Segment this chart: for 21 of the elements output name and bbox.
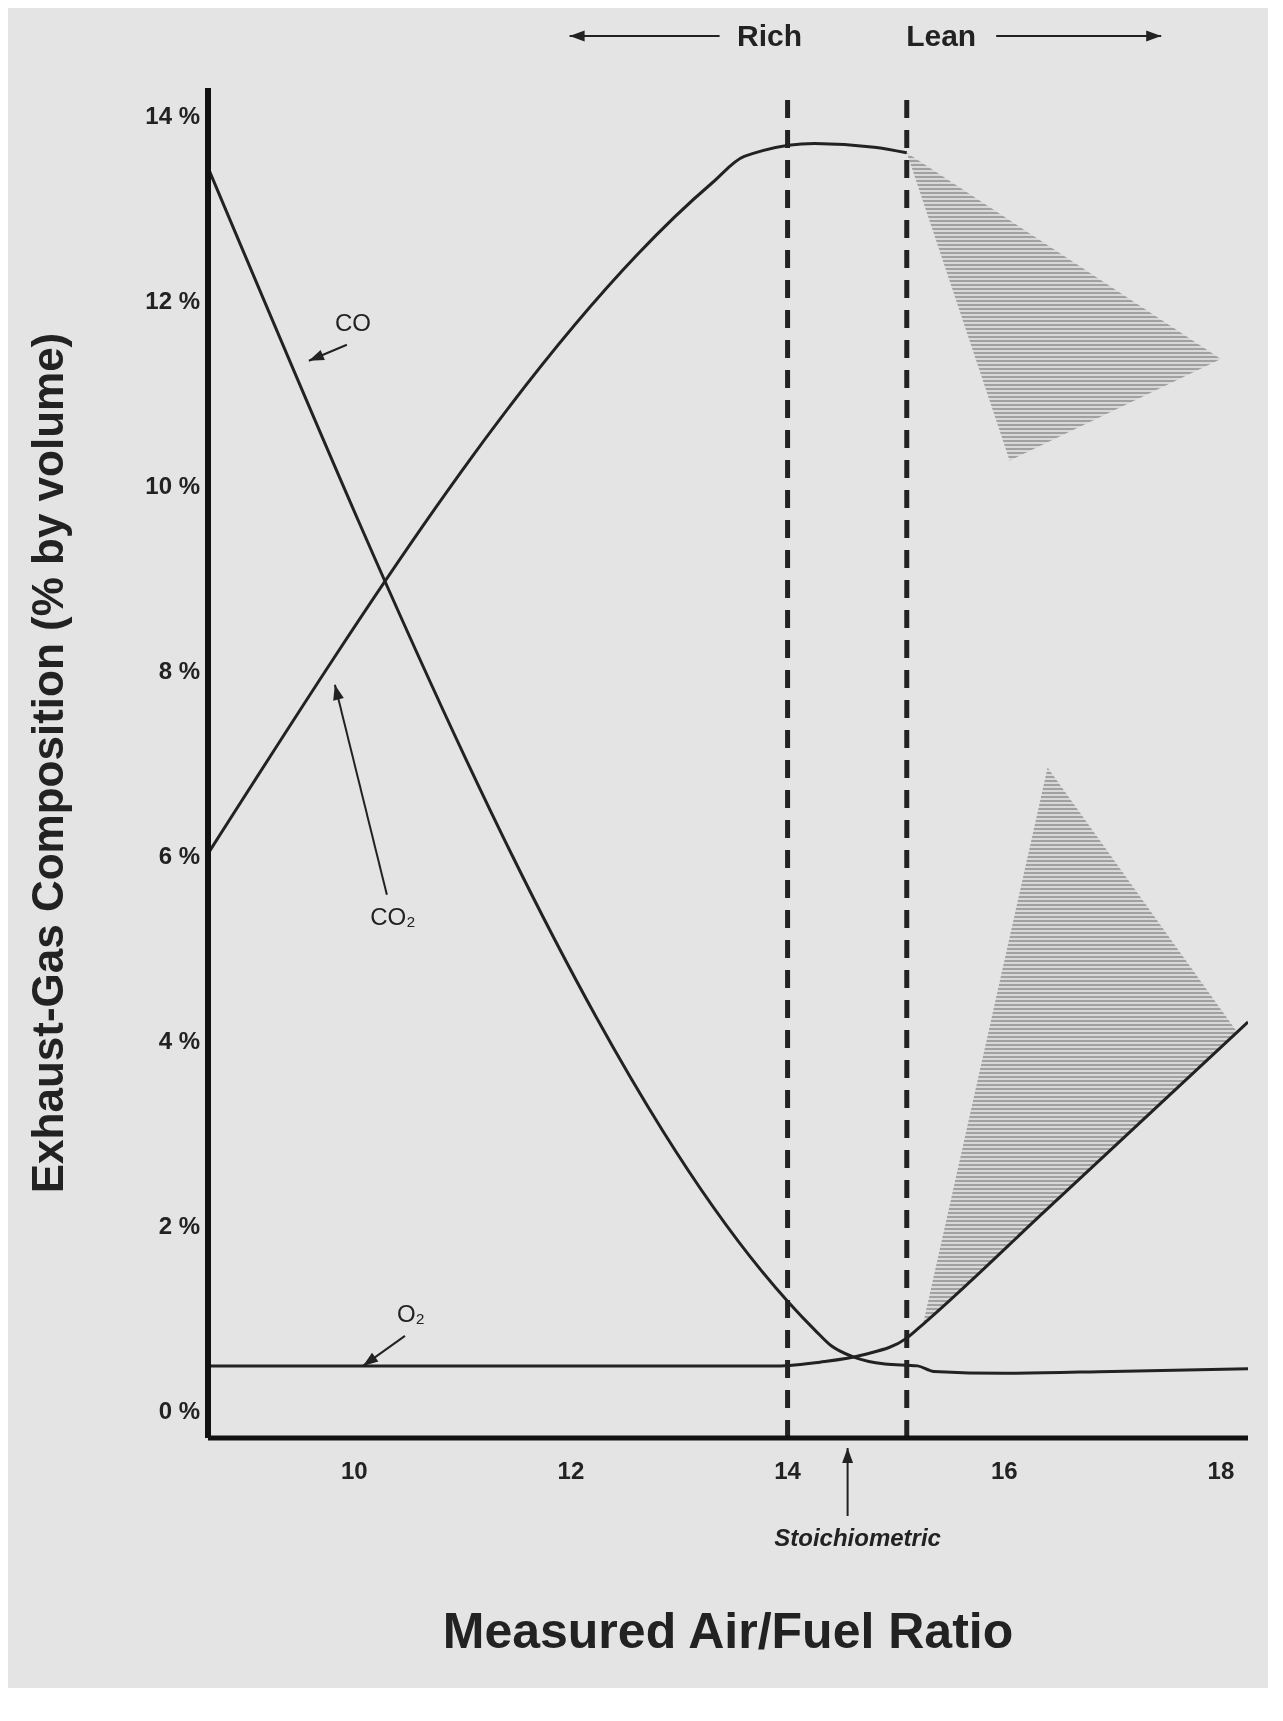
y-tick-label: 6 %	[158, 841, 200, 869]
y-tick-label: 8 %	[158, 657, 200, 685]
x-tick-label: 10	[340, 1457, 368, 1485]
x-tick-label: 18	[1207, 1457, 1235, 1485]
y-axis-title: Exhaust-Gas Composition (% by volume)	[23, 332, 72, 1194]
y-tick-label: 4 %	[158, 1026, 200, 1054]
text: Lean	[906, 19, 977, 52]
x-axis-title: Measured Air/Fuel Ratio	[442, 1603, 1014, 1659]
y-tick-label: 12 %	[145, 287, 200, 315]
text: CO	[334, 308, 371, 336]
y-tick-label: 14 %	[145, 102, 200, 130]
x-tick-label: 14	[774, 1457, 802, 1485]
text: CO₂	[370, 902, 416, 930]
text: Rich	[737, 19, 803, 52]
y-tick-label: 10 %	[145, 472, 200, 500]
x-tick-label: 12	[557, 1457, 585, 1485]
x-tick-label: 16	[990, 1457, 1018, 1485]
text: Stoichiometric	[774, 1524, 941, 1551]
y-tick-label: 0 %	[158, 1396, 200, 1424]
y-tick-label: 2 %	[158, 1211, 200, 1239]
series-label: O₂	[396, 1299, 425, 1327]
